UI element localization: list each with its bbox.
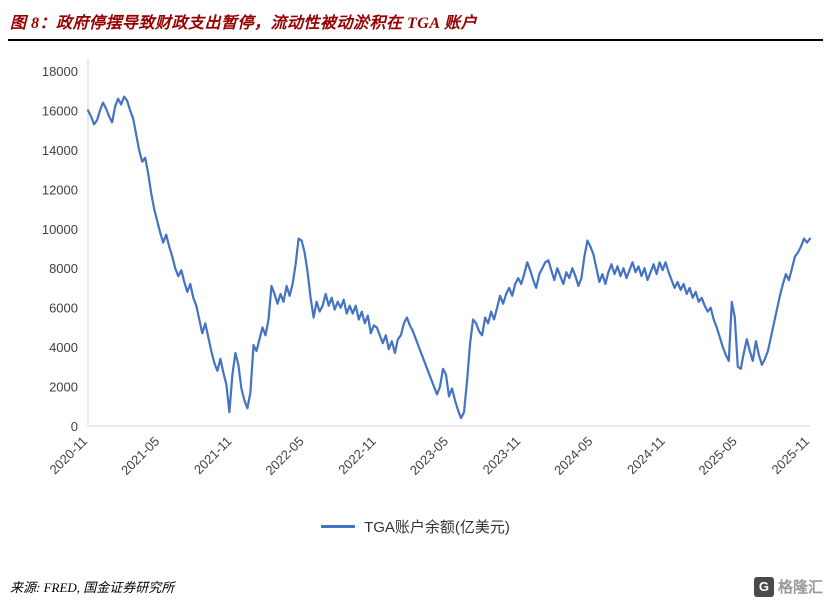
figure-title: 图 8：政府停摆导致财政支出暂停，流动性被动淤积在 TGA 账户 <box>10 15 478 32</box>
legend-label: TGA账户余额(亿美元) <box>364 519 510 536</box>
y-axis-tick-label: 18000 <box>42 64 78 79</box>
footer: 来源: FRED, 国金证券研究所 G 格隆汇 <box>10 576 823 597</box>
x-axis-tick-label: 2025-11 <box>768 434 812 478</box>
x-axis-tick-label: 2024-05 <box>551 434 595 478</box>
gelonghui-logo: G 格隆汇 <box>753 576 823 597</box>
x-axis-tick-label: 2022-05 <box>262 434 306 478</box>
tga-line-chart: 0 2000 4000 6000 8000 10000 12000 14000 16000 180… <box>42 59 812 478</box>
y-axis-tick-label: 16000 <box>42 103 78 118</box>
x-axis-tick-label: 2021-05 <box>118 434 162 478</box>
gelonghui-logo-icon: G <box>753 576 774 597</box>
y-axis-tick-label: 14000 <box>42 143 78 158</box>
y-axis-tick-label: 8000 <box>49 261 78 276</box>
x-axis-tick-label: 2023-05 <box>407 434 451 478</box>
x-axis-tick-label: 2022-11 <box>335 434 379 478</box>
x-axis-tick-label: 2024-11 <box>624 434 668 478</box>
y-axis-tick-label: 4000 <box>49 340 78 355</box>
title-underline <box>8 39 823 41</box>
x-axis-tick-label: 2023-11 <box>480 434 524 478</box>
y-axis-tick-label: 2000 <box>49 380 78 395</box>
gelonghui-logo-text: 格隆汇 <box>777 579 823 596</box>
y-axis-tick-label: 0 <box>71 419 78 434</box>
chart-area: 0 2000 4000 6000 8000 10000 12000 14000 16000 180… <box>0 43 831 516</box>
x-axis-tick-label: 2025-05 <box>696 434 740 478</box>
y-axis-tick-label: 12000 <box>42 182 78 197</box>
x-axis-tick-label: 2020-11 <box>46 434 90 478</box>
source-note: 来源: FRED, 国金证券研究所 <box>10 580 175 595</box>
tga-balance-line <box>86 95 812 420</box>
y-axis-tick-label: 10000 <box>42 222 78 237</box>
x-axis-tick-label: 2021-11 <box>191 434 235 478</box>
y-axis-tick-label: 6000 <box>49 301 78 316</box>
chart-legend: TGA账户余额(亿美元) <box>0 516 831 537</box>
legend-line-swatch-icon <box>321 525 356 528</box>
